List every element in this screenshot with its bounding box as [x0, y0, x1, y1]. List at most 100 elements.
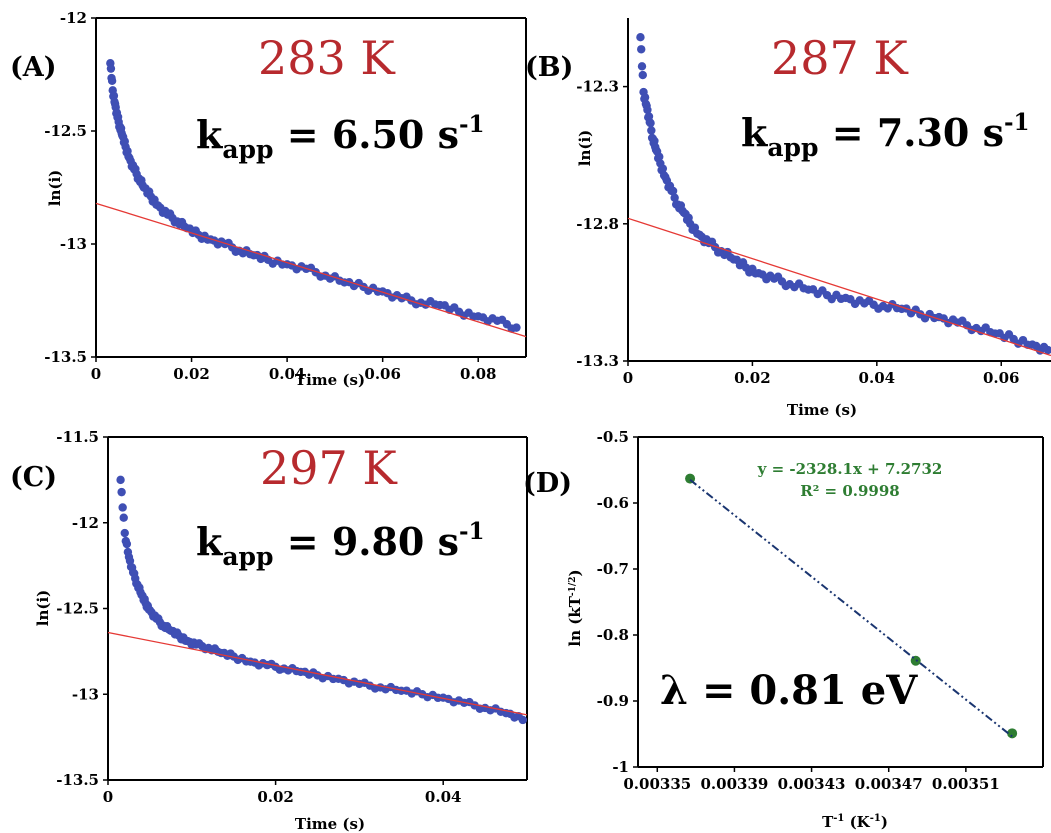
panel-b-data-point: [738, 258, 748, 267]
panel-b-data-point: [766, 271, 775, 280]
panel-c-data-point: [454, 696, 464, 705]
panel-d-trendline: [689, 479, 1013, 738]
panel-b-data-point: [640, 93, 650, 102]
panel-b-data-point: [855, 296, 864, 305]
panel-d-ytick-label: -1: [612, 758, 629, 776]
panel-a-data-point: [120, 137, 129, 146]
panel-b-fit-line: [627, 217, 1051, 357]
panel-c-temperature: 297 K: [260, 441, 398, 495]
panel-d-ylabel: ln (kT-1/2): [566, 569, 584, 646]
panel-a-ytick-label: -12.5: [44, 122, 87, 140]
panel-c-xtick-label: 0.02: [257, 788, 294, 806]
panel-b-data-point: [646, 118, 655, 128]
panel-b-data-point: [643, 105, 652, 115]
panel-c-data-point: [120, 528, 129, 538]
panel-a-xtick-label: 0.06: [364, 365, 401, 383]
panel-b-data-point: [818, 286, 827, 295]
panel-b-data-point: [636, 33, 645, 42]
panel-b-data-point: [670, 193, 679, 202]
panel-c-data-point: [118, 503, 127, 512]
panel-a-ytick-label: -12: [60, 9, 87, 27]
panel-b-data-point: [644, 112, 654, 121]
panel-d-equation: y = -2328.1x + 7.2732: [757, 460, 943, 478]
panel-c-xlabel: Time (s): [295, 815, 365, 833]
panel-b-data-point: [986, 327, 995, 337]
panel-c-data-point: [349, 677, 359, 686]
panel-c-data-point: [370, 684, 380, 693]
panel-a-xlabel: Time (s): [295, 371, 365, 389]
panel-d-ytick-label: -0.7: [597, 560, 629, 578]
panel-a-data-point: [507, 324, 516, 333]
panel-d-xtick-label: 0.00339: [700, 775, 768, 793]
panel-a-data-point: [217, 237, 226, 246]
panel-b-kapp: kapp = 7.30 s-1: [741, 109, 1030, 162]
panel-a: (A) 283 K kapp = 6.50 s-1 Time (s) ln(i)…: [10, 9, 527, 389]
panel-c-data-point: [117, 487, 126, 497]
panel-d-xtick-label: 0.00343: [778, 775, 846, 793]
panel-b-xtick-label: 0.04: [859, 369, 896, 387]
panel-b-data-point: [799, 284, 808, 293]
panel-b-data-point: [874, 304, 883, 313]
panel-c-data-point: [172, 628, 182, 637]
panel-d-lambda: λ = 0.81 eV: [660, 667, 918, 714]
panel-b-data-point: [836, 294, 846, 304]
panel-b-xtick-label: 0.02: [734, 369, 771, 387]
panel-d-ytick-label: -0.5: [597, 428, 629, 446]
panel-b-data-point: [1039, 342, 1049, 352]
panel-d-xtick-label: 0.00351: [932, 775, 1000, 793]
panel-a-data-point: [450, 303, 459, 312]
panel-a-xtick-label: 0: [91, 365, 101, 383]
panel-c-xtick-label: 0: [103, 788, 113, 806]
panel-b-xlabel: Time (s): [787, 401, 857, 419]
panel-b-xtick-label: 0.06: [983, 369, 1020, 387]
panel-b-ytick-label: -12.8: [576, 215, 619, 233]
panel-b-data-point: [668, 186, 678, 196]
panel-a-data-point: [278, 260, 287, 269]
panel-b-data-point: [655, 152, 664, 161]
panel-a-xtick-label: 0.02: [173, 365, 210, 383]
panel-c-data-point: [140, 594, 149, 604]
panel-b-data-point: [638, 70, 647, 80]
panel-a-data-point: [431, 300, 440, 309]
panel-a-data-point: [144, 187, 154, 196]
panel-a-data-point: [488, 314, 497, 323]
panel-d-ytick-label: -0.8: [597, 626, 629, 644]
panel-a-kapp: kapp = 6.50 s-1: [196, 111, 485, 164]
panel-d-xtick-label: 0.00335: [623, 775, 691, 793]
panel-d-ytick-label: -0.9: [597, 692, 629, 710]
panel-b-data-point: [658, 164, 668, 173]
panel-c-label: (C): [10, 462, 57, 493]
panel-a-data-point: [231, 247, 240, 256]
panel-a-xtick-label: 0.04: [269, 365, 306, 383]
panel-d-xtick-label: 0.00347: [855, 775, 923, 793]
panel-a-ytick-label: -13.5: [44, 348, 87, 366]
panel-d-label: (D): [523, 468, 572, 499]
panel-a-data-point: [106, 64, 116, 73]
panel-c-ytick-label: -12: [72, 514, 99, 532]
panel-c: (C) 297 K kapp = 9.80 s-1 Time (s) ln(i)…: [10, 428, 528, 833]
panel-a-ylabel: ln(i): [46, 170, 64, 207]
panel-c-data-point: [123, 547, 133, 557]
panel-b-data-point: [781, 281, 791, 291]
panel-b-ytick-label: -12.3: [576, 78, 619, 96]
panel-c-ytick-label: -11.5: [56, 428, 99, 446]
panel-b-ytick-label: -13.3: [576, 352, 619, 370]
panel-a-data-point: [469, 312, 478, 321]
panel-b-temperature: 287 K: [771, 31, 909, 85]
panel-d-data-point: [1007, 728, 1018, 739]
panel-b-ylabel: ln(i): [576, 130, 594, 167]
panel-b-label: (B): [525, 52, 573, 83]
panel-c-fit-line: [107, 631, 528, 716]
panel-c-xtick-label: 0.04: [425, 788, 462, 806]
panel-a-data-point: [316, 272, 325, 281]
panel-c-data-point: [116, 475, 125, 485]
panel-b-data-point: [637, 45, 646, 54]
panel-c-data-point: [122, 539, 132, 549]
panel-b-data-point: [1004, 330, 1014, 339]
panel-d-r2: R² = 0.9998: [800, 482, 899, 500]
panel-c-ylabel: ln(i): [34, 590, 52, 627]
panel-c-ytick-label: -13.5: [56, 771, 99, 789]
panel-b-data-point: [751, 269, 760, 278]
panel-a-label: (A): [10, 52, 57, 83]
